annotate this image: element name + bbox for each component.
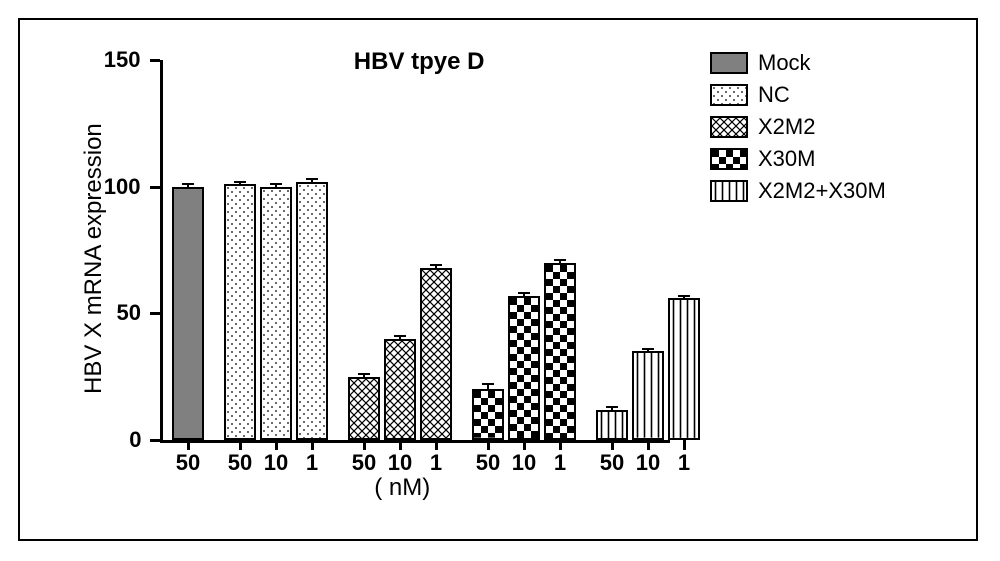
bar (296, 182, 328, 440)
x-tick-label: 10 (384, 450, 416, 476)
x-tick (559, 440, 562, 450)
x-tick (275, 440, 278, 450)
x-tick-label: 50 (596, 450, 628, 476)
x-tick-label: 1 (668, 450, 700, 476)
error-cap (394, 335, 406, 337)
legend-swatch (710, 148, 748, 170)
bar (172, 187, 204, 440)
x-tick (683, 440, 686, 450)
bar (632, 351, 664, 440)
legend-swatch (710, 180, 748, 202)
x-tick (487, 440, 490, 450)
error-cap (678, 295, 690, 297)
x-tick (611, 440, 614, 450)
x-tick-label: 1 (296, 450, 328, 476)
y-axis-label: HBV X mRNA expression (80, 124, 108, 395)
legend-item: X2M2+X30M (710, 178, 886, 204)
x-axis (160, 440, 670, 443)
legend-label: X2M2 (758, 114, 815, 140)
bar (508, 296, 540, 440)
bar (384, 339, 416, 440)
bar (224, 184, 256, 440)
x-tick-label: 50 (348, 450, 380, 476)
bar (420, 268, 452, 440)
x-tick (311, 440, 314, 450)
legend-item: Mock (710, 50, 886, 76)
x-tick-label: 10 (508, 450, 540, 476)
error-cap (642, 348, 654, 350)
x-tick-label: 10 (632, 450, 664, 476)
error-cap (270, 183, 282, 185)
x-tick-label: 50 (472, 450, 504, 476)
y-tick-label: 0 (129, 427, 141, 453)
x-tick (399, 440, 402, 450)
error-cap (554, 259, 566, 261)
x-tick (435, 440, 438, 450)
x-axis-label: ( nM) (374, 474, 430, 502)
error-cap (482, 383, 494, 385)
y-tick-label: 150 (104, 47, 141, 73)
x-tick (523, 440, 526, 450)
chart-title: HBV tpye D (354, 48, 485, 76)
x-tick (363, 440, 366, 450)
error-cap (234, 181, 246, 183)
x-tick (647, 440, 650, 450)
error-cap (358, 373, 370, 375)
y-tick (150, 186, 160, 189)
error-cap (182, 183, 194, 185)
legend-label: X2M2+X30M (758, 178, 886, 204)
x-tick-label: 1 (420, 450, 452, 476)
bar (260, 187, 292, 440)
x-tick-label: 50 (224, 450, 256, 476)
y-tick (150, 439, 160, 442)
error-cap (306, 178, 318, 180)
bar (544, 263, 576, 440)
y-tick (150, 59, 160, 62)
legend-label: NC (758, 82, 790, 108)
y-axis (160, 60, 163, 440)
x-tick (187, 440, 190, 450)
y-tick (150, 312, 160, 315)
y-tick-label: 50 (116, 300, 140, 326)
bar (348, 377, 380, 440)
x-tick-label: 10 (260, 450, 292, 476)
legend-label: X30M (758, 146, 815, 172)
bar (472, 389, 504, 440)
legend-item: X30M (710, 146, 886, 172)
error-cap (518, 292, 530, 294)
legend-swatch (710, 116, 748, 138)
y-tick-label: 100 (104, 174, 141, 200)
legend-label: Mock (758, 50, 811, 76)
bar-chart: HBV tpye D HBV X mRNA expression ( nM) 0… (60, 30, 960, 510)
error-cap (430, 264, 442, 266)
x-tick (239, 440, 242, 450)
bar (596, 410, 628, 440)
x-tick-label: 50 (172, 450, 204, 476)
legend-item: X2M2 (710, 114, 886, 140)
x-tick-label: 1 (544, 450, 576, 476)
legend-swatch (710, 52, 748, 74)
error-cap (606, 406, 618, 408)
legend-swatch (710, 84, 748, 106)
outer-frame: HBV tpye D HBV X mRNA expression ( nM) 0… (18, 18, 978, 541)
bar (668, 298, 700, 440)
legend-item: NC (710, 82, 886, 108)
legend: Mock NC X2M2 X30M X2M2+X30M (710, 50, 886, 210)
